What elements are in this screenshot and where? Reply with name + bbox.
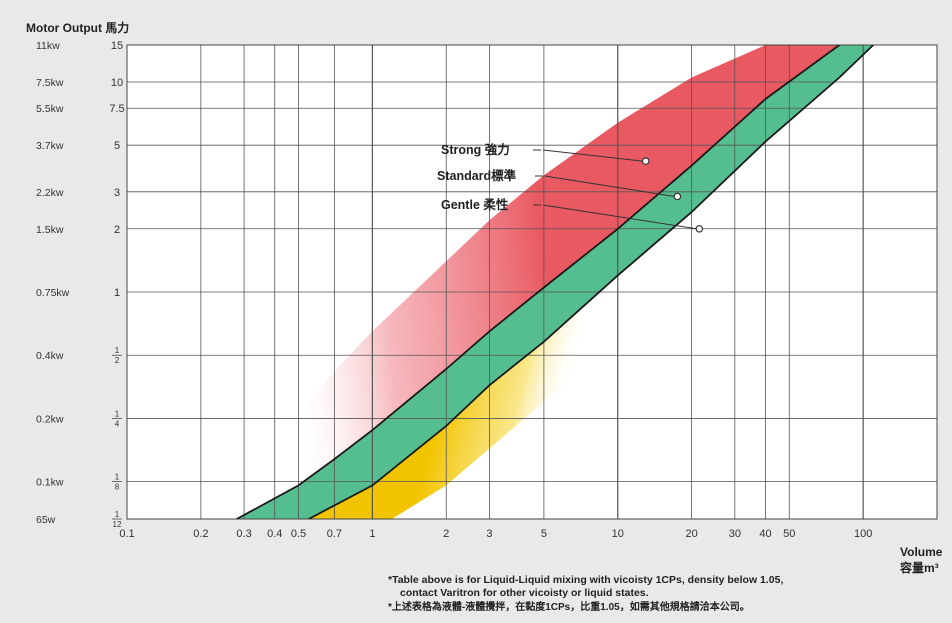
x-tick-label: 0.7: [327, 528, 342, 540]
gentle-curve: [308, 45, 874, 519]
y-axis-title: Motor Output 馬力: [26, 20, 129, 35]
x-tick-label: 20: [685, 528, 697, 540]
note-line-3: *上述表格為液體-液體攪拌，在黏度1CPs，比重1.05，如需其他規格請洽本公司…: [388, 602, 750, 613]
callout-leader: [542, 204, 697, 230]
y-tick-hp-label: 2: [114, 224, 120, 236]
x-tick-label: 40: [759, 528, 771, 540]
y-tick-hp-numerator: 1: [115, 409, 120, 418]
callout-marker: [673, 192, 682, 201]
y-tick-kw-label: 0.4kw: [36, 350, 64, 362]
x-tick-label: 0.5: [291, 528, 306, 540]
y-tick-kw-label: 65w: [36, 514, 56, 526]
y-tick-hp-label: 7.5: [109, 103, 124, 115]
y-tick-kw-label: 5.5kw: [36, 103, 64, 115]
callout-label: Standard標準: [437, 168, 517, 183]
standard-curve: [236, 45, 840, 519]
y-tick-hp-label: 10: [111, 77, 123, 89]
callout-leader: [542, 149, 643, 162]
y-tick-kw-label: 1.5kw: [36, 224, 64, 236]
callout-leader: [544, 175, 675, 197]
x-tick-label: 0.3: [236, 528, 251, 540]
x-tick-label: 10: [612, 528, 624, 540]
note-line-2: contact Varitron for other vicoisty or l…: [400, 587, 649, 599]
y-tick-hp-denominator: 4: [115, 419, 120, 428]
callout-label: Strong 強力: [441, 142, 510, 157]
x-axis-title: Volume: [900, 545, 943, 559]
x-tick-label: 1: [369, 528, 375, 540]
standard-band: [236, 45, 874, 519]
plot-border: [126, 44, 938, 520]
y-tick-hp-label: 5: [114, 140, 120, 152]
callout-marker: [641, 157, 650, 165]
y-tick-hp-numerator: 1: [115, 510, 120, 519]
x-tick-label: 50: [783, 528, 795, 540]
y-tick-kw-label: 3.7kw: [36, 140, 64, 152]
gentle-band: [308, 45, 937, 519]
callout-marker: [695, 224, 704, 233]
y-tick-hp-denominator: 12: [113, 520, 122, 529]
x-tick-label: 0.4: [267, 528, 282, 540]
y-tick-kw-label: 7.5kw: [36, 77, 64, 89]
x-tick-label: 5: [541, 528, 547, 540]
y-tick-kw-label: 0.75kw: [36, 287, 70, 299]
y-tick-hp-label: 1: [114, 287, 120, 299]
x-tick-label: 30: [729, 528, 741, 540]
y-tick-hp-label: 15: [111, 40, 123, 52]
x-tick-label: 100: [854, 528, 872, 540]
x-tick-label: 0.2: [193, 528, 208, 540]
strong-band: [200, 45, 840, 519]
y-tick-kw-label: 0.1kw: [36, 477, 64, 489]
y-tick-kw-label: 11kw: [36, 40, 60, 52]
callout-label: Gentle 柔性: [441, 197, 509, 212]
y-tick-hp-numerator: 1: [115, 473, 120, 482]
y-tick-hp-numerator: 1: [115, 346, 120, 355]
y-tick-hp-denominator: 8: [115, 483, 120, 492]
x-tick-label: 0.1: [119, 528, 134, 540]
y-tick-hp-label: 3: [114, 187, 120, 199]
y-tick-kw-label: 0.2kw: [36, 413, 64, 425]
y-tick-hp-denominator: 2: [115, 356, 120, 365]
x-axis-title-unit: 容量m³: [899, 560, 939, 575]
x-tick-label: 3: [486, 528, 492, 540]
x-tick-label: 2: [443, 528, 449, 540]
y-tick-kw-label: 2.2kw: [36, 187, 64, 199]
note-line-1: *Table above is for Liquid-Liquid mixing…: [388, 574, 784, 586]
